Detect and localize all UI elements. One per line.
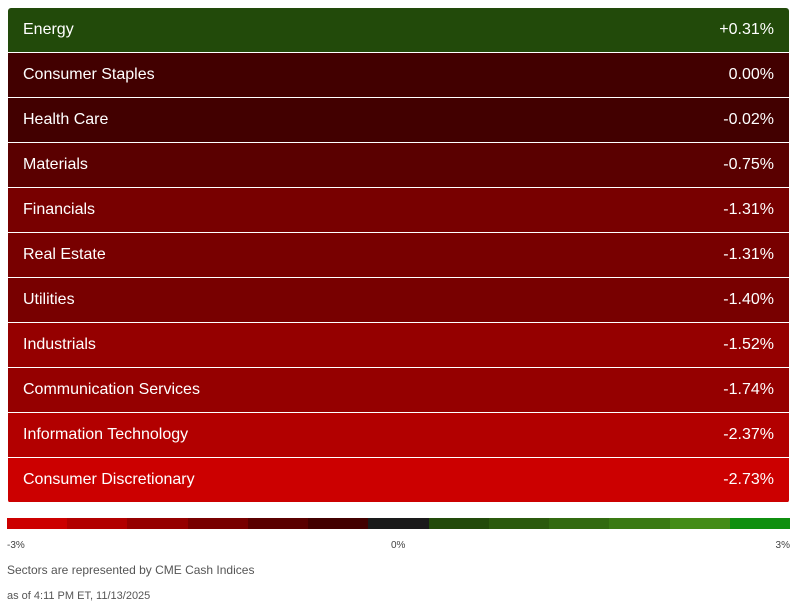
sector-row[interactable]: Real Estate -1.31% bbox=[8, 233, 789, 277]
sector-name: Industrials bbox=[23, 336, 96, 353]
sector-name: Information Technology bbox=[23, 426, 189, 443]
sector-change: -0.75% bbox=[723, 156, 774, 173]
sector-change: -1.31% bbox=[723, 246, 774, 263]
sector-name: Materials bbox=[23, 156, 88, 173]
sector-row[interactable]: Financials -1.31% bbox=[8, 188, 789, 232]
sector-name: Real Estate bbox=[23, 246, 106, 263]
sector-name: Consumer Discretionary bbox=[23, 471, 195, 488]
sector-change: +0.31% bbox=[719, 21, 774, 38]
sector-row[interactable]: Information Technology -2.37% bbox=[8, 413, 789, 457]
sector-change: -1.31% bbox=[723, 201, 774, 218]
color-scale-bar bbox=[7, 518, 791, 529]
scale-segment bbox=[488, 518, 550, 529]
sector-change: -2.73% bbox=[723, 471, 774, 488]
sector-name: Energy bbox=[23, 21, 74, 38]
sector-name: Financials bbox=[23, 201, 96, 218]
sector-name: Utilities bbox=[23, 291, 75, 308]
sector-row[interactable]: Industrials -1.52% bbox=[8, 323, 789, 367]
scale-segment bbox=[247, 518, 309, 529]
scale-min-label: -3% bbox=[7, 540, 25, 551]
scale-segment bbox=[609, 518, 670, 529]
sector-row[interactable]: Consumer Staples 0.00% bbox=[8, 53, 789, 97]
scale-segment bbox=[187, 518, 248, 529]
sector-row[interactable]: Energy +0.31% bbox=[8, 8, 789, 52]
timestamp: as of 4:11 PM ET, 11/13/2025 bbox=[7, 590, 151, 602]
source-note: Sectors are represented by CME Cash Indi… bbox=[7, 563, 255, 577]
sector-row[interactable]: Health Care -0.02% bbox=[8, 98, 789, 142]
sector-heatmap: Energy +0.31% Consumer Staples 0.00% Health … bbox=[8, 8, 789, 503]
sector-row[interactable]: Materials -0.75% bbox=[8, 143, 789, 187]
scale-segment bbox=[368, 518, 429, 529]
sector-row[interactable]: Utilities -1.40% bbox=[8, 278, 789, 322]
scale-segment bbox=[7, 518, 68, 529]
sector-change: -1.74% bbox=[723, 381, 774, 398]
scale-segment bbox=[428, 518, 489, 529]
sector-name: Health Care bbox=[23, 111, 109, 128]
scale-max-label: 3% bbox=[775, 540, 790, 551]
scale-segment bbox=[67, 518, 128, 529]
scale-mid-label: 0% bbox=[391, 540, 406, 551]
sector-name: Consumer Staples bbox=[23, 66, 155, 83]
sector-change: -1.52% bbox=[723, 336, 774, 353]
sector-change: -2.37% bbox=[723, 426, 774, 443]
sector-row[interactable]: Consumer Discretionary -2.73% bbox=[8, 458, 789, 502]
scale-segment bbox=[729, 518, 791, 529]
scale-segment bbox=[308, 518, 369, 529]
sector-name: Communication Services bbox=[23, 381, 200, 398]
sector-change: 0.00% bbox=[728, 66, 774, 83]
sector-change: -1.40% bbox=[723, 291, 774, 308]
sector-row[interactable]: Communication Services -1.74% bbox=[8, 368, 789, 412]
sector-change: -0.02% bbox=[723, 111, 774, 128]
scale-segment bbox=[549, 518, 610, 529]
scale-segment bbox=[669, 518, 730, 529]
scale-segment bbox=[127, 518, 188, 529]
